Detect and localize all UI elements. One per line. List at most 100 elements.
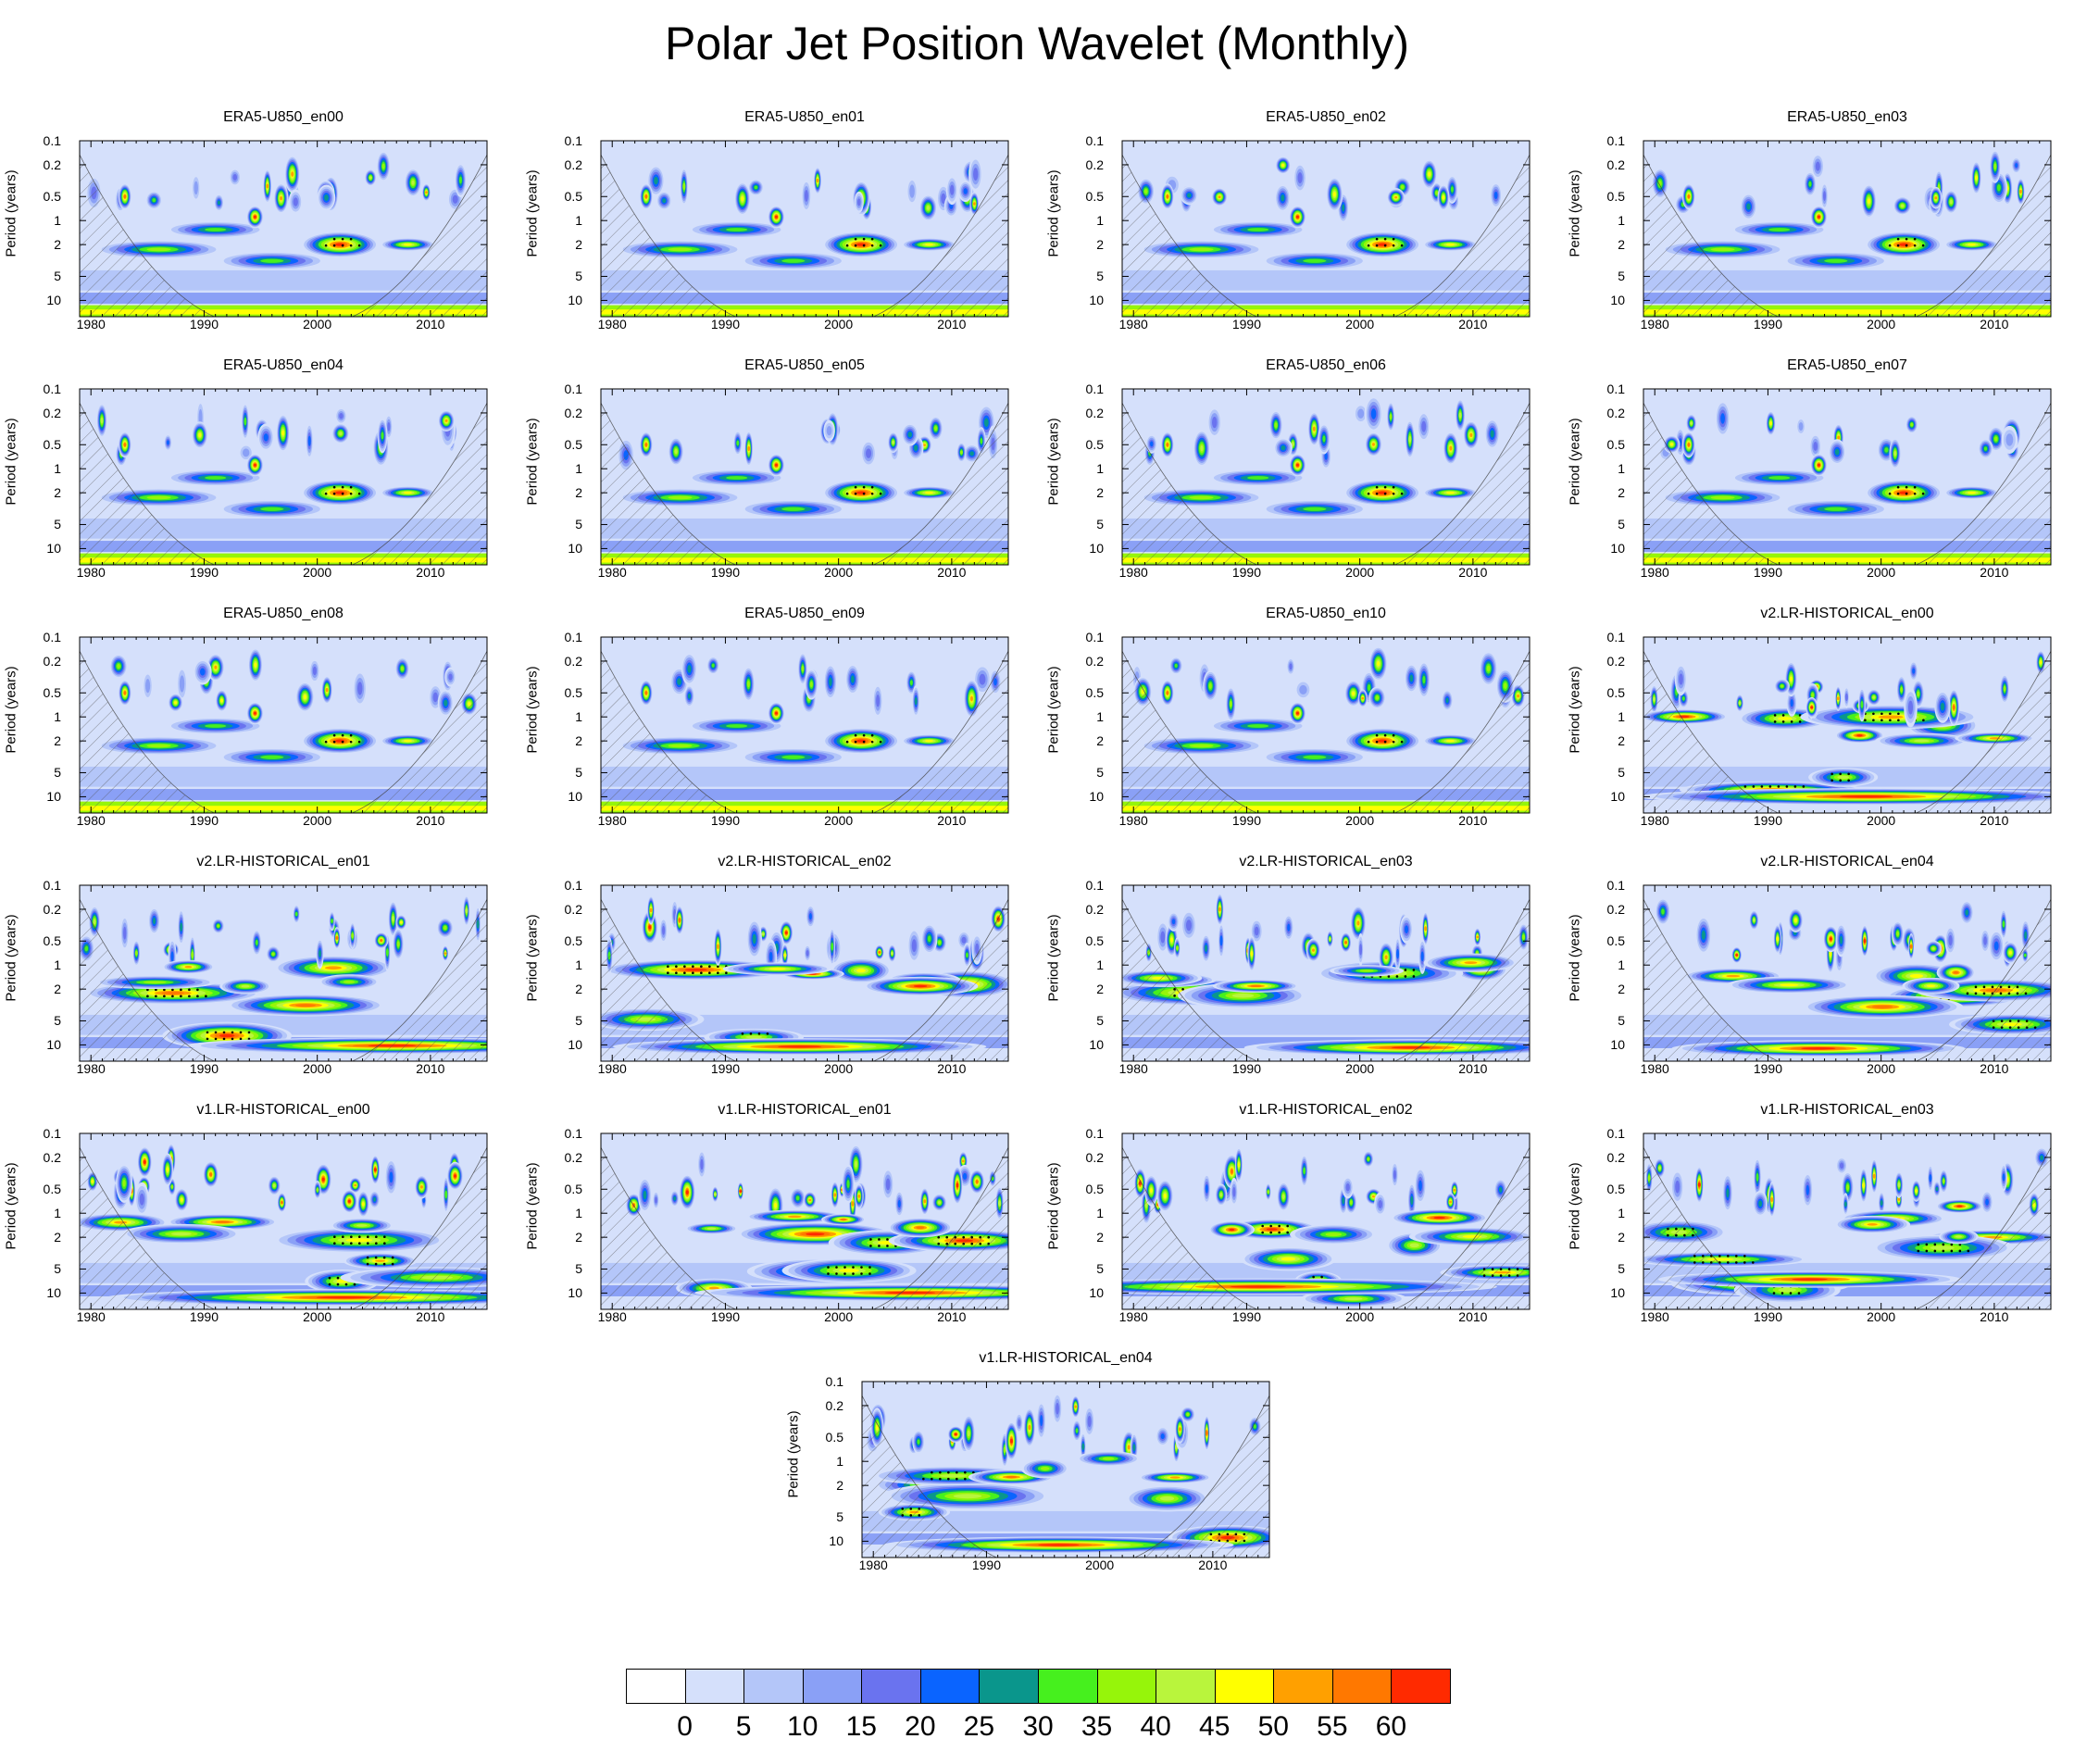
y-tick-label: 0.2 [43,901,61,917]
wavelet-panel: v2.LR-HISTORICAL_en00 Period (years) 0.1 0.… [1564,600,2074,832]
x-tick-label: 2000 [824,317,854,332]
plume-level-7 [831,942,834,951]
y-tick-label: 1 [1618,213,1625,229]
wavelet-panel: v2.LR-HISTORICAL_en01 Period (years) 0.1 0.… [0,848,518,1080]
plume-level-4 [1679,673,1683,685]
significance-dot [870,244,874,247]
y-tick-label: 2 [1096,237,1104,253]
significance-dot [854,244,857,247]
significance-dot [683,965,686,968]
significance-dot [1392,492,1395,495]
plume-level-6 [914,697,918,706]
plume-level-8 [271,952,275,956]
significance-dot [862,244,866,247]
plume-level-6 [850,675,855,683]
contour-field [1643,141,2051,317]
x-tick-label: 2000 [303,813,332,828]
significance-dot [1375,492,1379,495]
significance-dot [1896,237,1900,241]
plume-level-4 [1289,663,1293,670]
plume-level-9 [1872,695,1876,699]
hotspot-level-13 [774,463,778,467]
significance-dot [862,485,866,489]
wavelet-plot [79,140,488,318]
plume-level-8 [1389,413,1393,420]
x-tick-label: 2000 [303,317,332,332]
streak-level-7 [1303,258,1327,263]
y-tick-label: 0.1 [564,630,582,644]
plume-level-7 [244,417,247,426]
hotspot-level-12 [123,691,127,695]
plume-level-4 [1211,416,1218,429]
wavelet-panel: ERA5-U850_en00 Period (years) 0.1 0.2 0.5 1 2 5… [0,104,518,335]
significance-dot [196,988,199,992]
x-tick-label: 2010 [1980,317,2009,332]
streak-level-7 [260,258,284,263]
plume-level-13 [648,925,652,930]
cone-of-influence [601,898,1008,1061]
plume-level-4 [979,673,986,685]
significance-dot [1367,740,1370,744]
band-decadal-core [80,806,487,811]
band-10yr [1643,293,2051,304]
plume-level-8 [1503,682,1507,690]
y-axis-label: Period (years) [3,169,19,257]
plume-level-12 [335,936,339,940]
wavelet-plot [600,388,1009,566]
plume-level-5 [1790,698,1793,707]
significance-dot [163,995,166,998]
significance-dot [349,237,353,241]
significance-dot [845,492,849,495]
wavelet-plot [1643,636,2052,814]
contour-field [601,141,1008,317]
plume-level-11 [1394,195,1398,199]
band-decadal-core [1122,806,1530,811]
cone-of-influence [1643,154,2051,317]
hotspot-level-13 [774,711,778,715]
band-decadal-core [80,557,487,563]
y-tick-label: 2 [575,733,582,749]
significance-dot [1872,712,1875,716]
significance-dot [1897,719,1900,722]
significance-dot [1367,492,1370,495]
plume-level-5 [963,188,968,194]
plume-level-7 [152,198,156,203]
plume-level-10 [281,430,285,436]
significance-dot [357,244,361,247]
significance-dot [231,1031,234,1034]
wavelet-panel: ERA5-U850_en07 Period (years) 0.1 0.2 0.5 1 2 5… [1564,352,2074,583]
plume-level-9 [411,180,415,185]
band-10yr [1122,293,1530,304]
band-5yr [1122,766,1530,787]
significance-dot [862,733,866,737]
plume-level-6 [318,949,321,957]
contour-field [601,637,1008,813]
y-tick-label: 1 [1618,461,1625,477]
plume-level-7 [1367,683,1371,692]
y-tick-label: 0.5 [43,685,61,701]
ridge-level-13 [1856,734,1863,737]
x-tick-label: 2000 [824,565,854,580]
y-axis-label: Period (years) [1045,666,1062,754]
plume-level-3 [2005,433,2014,446]
wavelet-plot [600,884,1009,1062]
streak-level-7 [205,228,227,231]
contour-field [1643,637,2051,813]
x-tick-label: 1980 [1118,565,1148,580]
y-tick-label: 0.5 [1606,685,1625,701]
ridge-level-10 [768,968,786,970]
plume-level-8 [1993,163,1997,170]
x-tick-label: 2010 [937,317,967,332]
plume-level-8 [1780,684,1784,688]
plume-level-4 [357,682,363,695]
significance-dot [171,988,174,992]
plume-level-9 [1690,421,1693,425]
cone-of-influence [1643,650,2051,813]
significance-dot [1400,492,1404,495]
plume-level-7 [1996,184,2001,192]
x-tick-label: 1990 [189,1061,219,1076]
hotspot-level-12 [123,194,127,199]
plume-level-6 [687,665,692,673]
significance-dot [1896,244,1900,247]
plume-level-4 [123,926,127,940]
